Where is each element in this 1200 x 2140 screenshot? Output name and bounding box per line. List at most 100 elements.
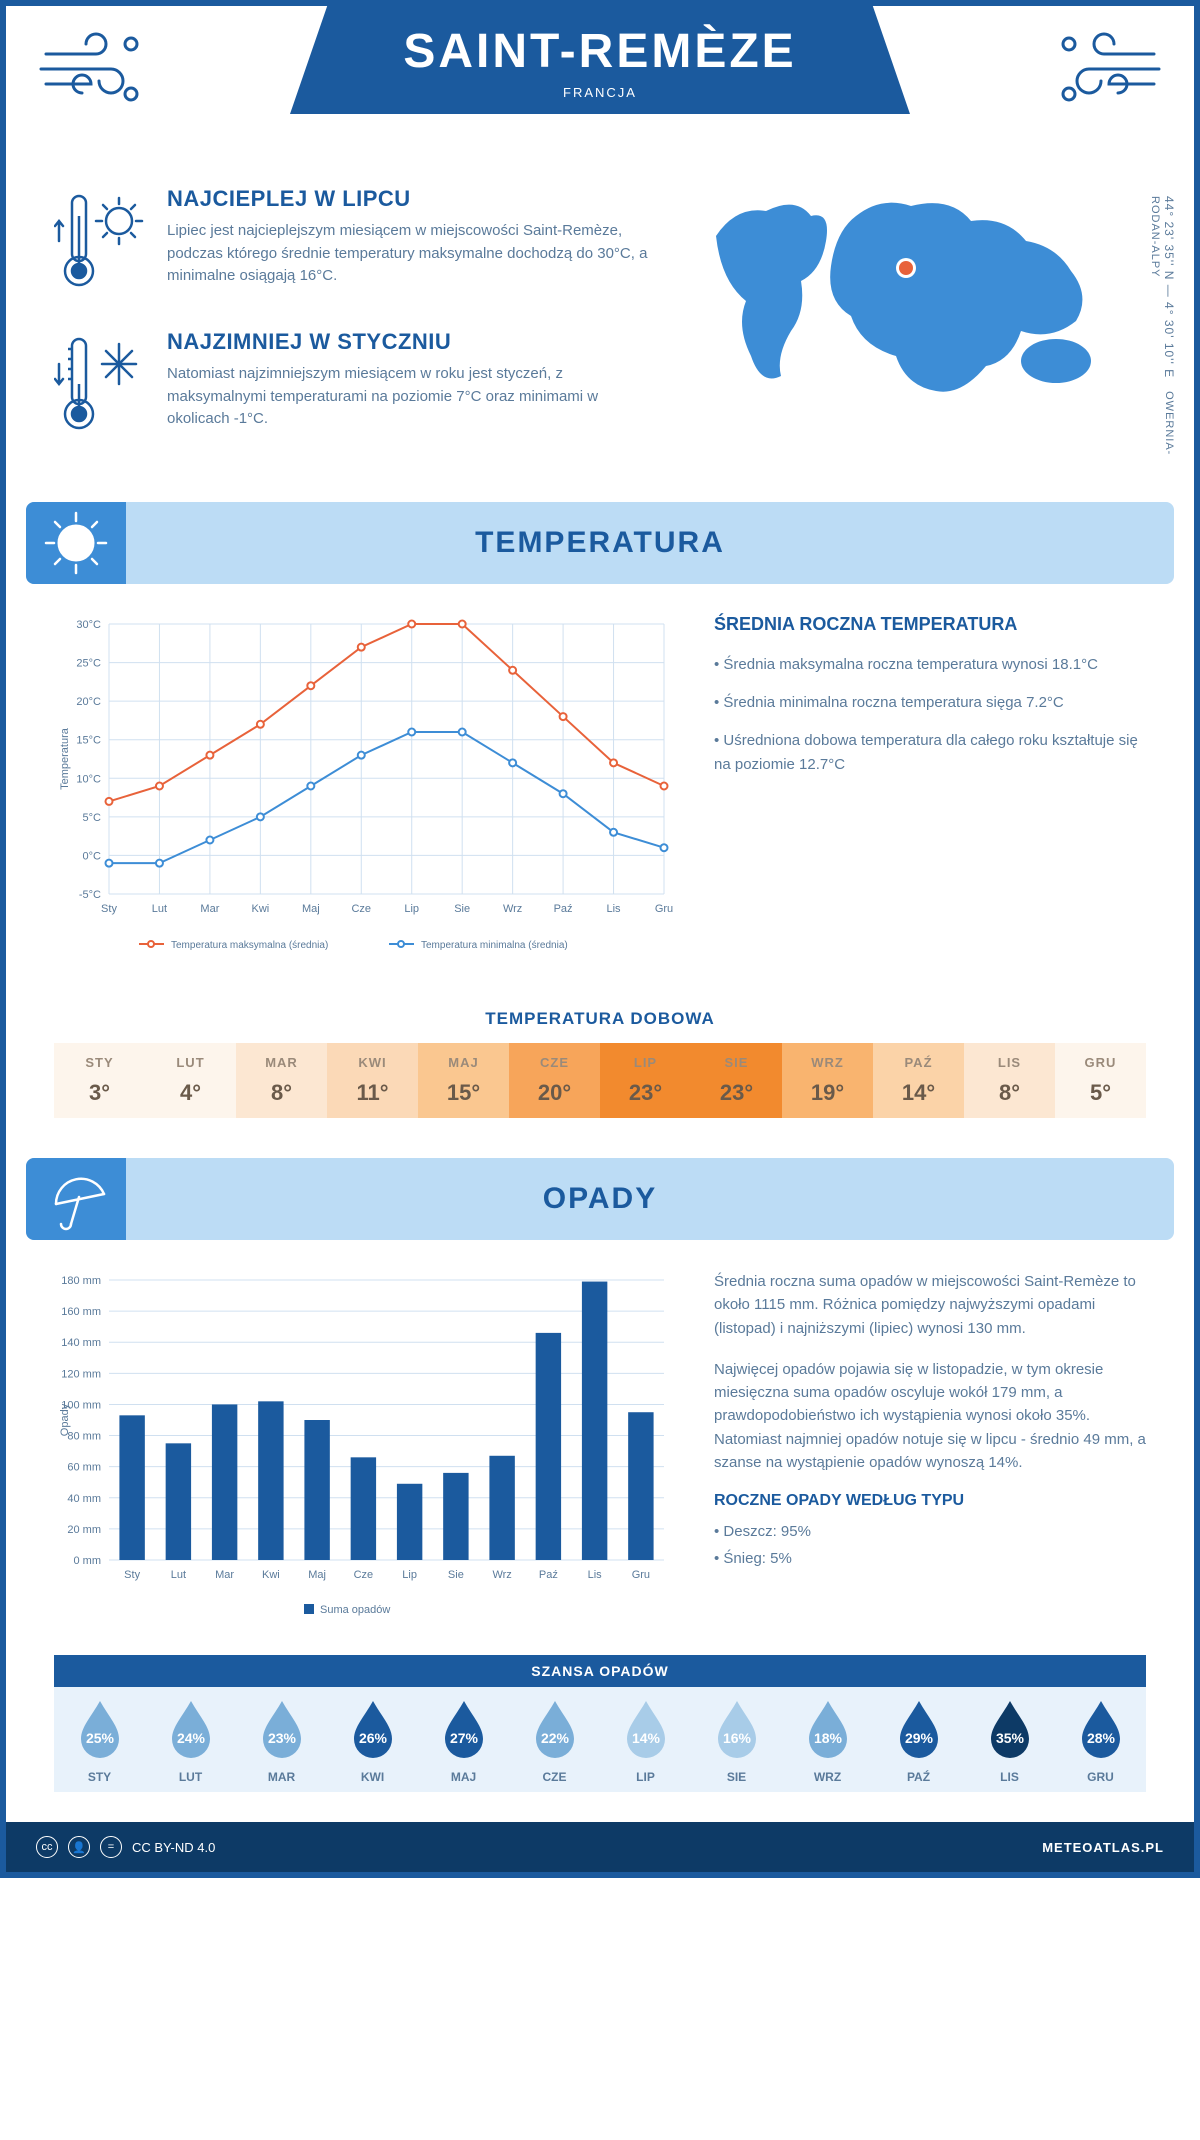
daily-temp-cell: LIP23° bbox=[600, 1043, 691, 1118]
rain-type-2: • Śnieg: 5% bbox=[714, 1547, 1146, 1570]
svg-text:20 mm: 20 mm bbox=[67, 1524, 101, 1536]
svg-text:Sie: Sie bbox=[454, 903, 470, 915]
svg-text:140 mm: 140 mm bbox=[61, 1337, 101, 1349]
coldest-text: Natomiast najzimniejszym miesiącem w rok… bbox=[167, 363, 656, 431]
svg-text:Temperatura maksymalna (średni: Temperatura maksymalna (średnia) bbox=[171, 940, 328, 951]
chance-drop: 35%LIS bbox=[964, 1697, 1055, 1784]
intro-text-column: NAJCIEPLEJ W LIPCU Lipiec jest najcieple… bbox=[54, 186, 656, 472]
header: SAINT-REMÈZE FRANCJA bbox=[6, 6, 1194, 166]
svg-text:Temperatura: Temperatura bbox=[59, 727, 71, 790]
svg-text:Lip: Lip bbox=[402, 1569, 417, 1581]
svg-text:35%: 35% bbox=[995, 1730, 1024, 1746]
svg-text:Suma opadów: Suma opadów bbox=[320, 1604, 390, 1616]
daily-temp-cell: KWI11° bbox=[327, 1043, 418, 1118]
temp-note-3: • Uśredniona dobowa temperatura dla całe… bbox=[714, 729, 1146, 777]
coldest-block: NAJZIMNIEJ W STYCZNIU Natomiast najzimni… bbox=[54, 329, 656, 444]
svg-text:Mar: Mar bbox=[200, 903, 219, 915]
map-column: 44° 23' 35'' N — 4° 30' 10'' E OWERNIA-R… bbox=[696, 186, 1146, 472]
wind-icon bbox=[1044, 24, 1164, 119]
svg-text:40 mm: 40 mm bbox=[67, 1493, 101, 1505]
license-text: CC BY-ND 4.0 bbox=[132, 1840, 215, 1855]
chance-drop: 16%SIE bbox=[691, 1697, 782, 1784]
coldest-title: NAJZIMNIEJ W STYCZNIU bbox=[167, 329, 656, 355]
title-banner: SAINT-REMÈZE FRANCJA bbox=[290, 6, 910, 114]
temperature-body: -5°C0°C5°C10°C15°C20°C25°C30°CStyLutMarK… bbox=[6, 584, 1194, 999]
by-icon: 👤 bbox=[68, 1836, 90, 1858]
svg-text:120 mm: 120 mm bbox=[61, 1368, 101, 1380]
wind-icon bbox=[36, 24, 156, 119]
daily-temp-title: TEMPERATURA DOBOWA bbox=[6, 1009, 1194, 1029]
svg-text:180 mm: 180 mm bbox=[61, 1275, 101, 1287]
svg-text:27%: 27% bbox=[449, 1730, 478, 1746]
thermometer-snow-icon bbox=[54, 329, 149, 444]
chance-row: 25%STY24%LUT23%MAR26%KWI27%MAJ22%CZE14%L… bbox=[54, 1687, 1146, 1792]
temp-note-1: • Średnia maksymalna roczna temperatura … bbox=[714, 653, 1146, 677]
footer: cc 👤 = CC BY-ND 4.0 METEOATLAS.PL bbox=[6, 1822, 1194, 1872]
cc-icon: cc bbox=[36, 1836, 58, 1858]
daily-temp-cell: GRU5° bbox=[1055, 1043, 1146, 1118]
svg-text:20°C: 20°C bbox=[76, 696, 101, 708]
svg-text:Temperatura minimalna (średnia: Temperatura minimalna (średnia) bbox=[421, 940, 568, 951]
chance-drop: 23%MAR bbox=[236, 1697, 327, 1784]
svg-text:Maj: Maj bbox=[302, 903, 320, 915]
svg-text:Kwi: Kwi bbox=[251, 903, 269, 915]
precipitation-bar-chart: 0 mm20 mm40 mm60 mm80 mm100 mm120 mm140 … bbox=[54, 1270, 674, 1635]
chance-drop: 28%GRU bbox=[1055, 1697, 1146, 1784]
precipitation-section-header: OPADY bbox=[26, 1158, 1174, 1240]
warmest-block: NAJCIEPLEJ W LIPCU Lipiec jest najcieple… bbox=[54, 186, 656, 301]
chance-drop: 29%PAŹ bbox=[873, 1697, 964, 1784]
daily-temp-cell: STY3° bbox=[54, 1043, 145, 1118]
chance-drop: 27%MAJ bbox=[418, 1697, 509, 1784]
page: SAINT-REMÈZE FRANCJA NAJCIEPLEJ W LIPCU … bbox=[0, 0, 1200, 1878]
svg-text:29%: 29% bbox=[904, 1730, 933, 1746]
svg-text:Cze: Cze bbox=[351, 903, 371, 915]
temperature-section-header: TEMPERATURA bbox=[26, 502, 1174, 584]
daily-temp-cell: LIS8° bbox=[964, 1043, 1055, 1118]
svg-text:Gru: Gru bbox=[655, 903, 673, 915]
chance-drop: 26%KWI bbox=[327, 1697, 418, 1784]
svg-text:15°C: 15°C bbox=[76, 735, 101, 747]
svg-text:26%: 26% bbox=[358, 1730, 387, 1746]
svg-text:Opady: Opady bbox=[59, 1403, 71, 1436]
daily-temp-cell: PAŹ14° bbox=[873, 1043, 964, 1118]
country-label: FRANCJA bbox=[290, 85, 910, 100]
svg-text:0 mm: 0 mm bbox=[74, 1555, 102, 1567]
svg-text:25%: 25% bbox=[85, 1730, 114, 1746]
daily-temp-cell: MAR8° bbox=[236, 1043, 327, 1118]
svg-text:Lip: Lip bbox=[404, 903, 419, 915]
rain-type-title: ROCZNE OPADY WEDŁUG TYPU bbox=[714, 1492, 1146, 1510]
svg-text:25°C: 25°C bbox=[76, 658, 101, 670]
svg-text:Sie: Sie bbox=[448, 1569, 464, 1581]
svg-text:0°C: 0°C bbox=[83, 850, 102, 862]
svg-text:Sty: Sty bbox=[101, 903, 117, 915]
svg-text:14%: 14% bbox=[631, 1730, 660, 1746]
svg-text:Lis: Lis bbox=[607, 903, 622, 915]
svg-text:24%: 24% bbox=[176, 1730, 205, 1746]
daily-temp-cell: SIE23° bbox=[691, 1043, 782, 1118]
rain-type-1: • Deszcz: 95% bbox=[714, 1520, 1146, 1543]
thermometer-sun-icon bbox=[54, 186, 149, 301]
city-title: SAINT-REMÈZE bbox=[290, 24, 910, 79]
svg-text:Lis: Lis bbox=[588, 1569, 603, 1581]
svg-text:22%: 22% bbox=[540, 1730, 569, 1746]
daily-temp-cell: CZE20° bbox=[509, 1043, 600, 1118]
svg-text:Sty: Sty bbox=[124, 1569, 140, 1581]
license-block: cc 👤 = CC BY-ND 4.0 bbox=[36, 1836, 215, 1858]
rain-p2: Najwięcej opadów pojawia się w listopadz… bbox=[714, 1358, 1146, 1474]
temperature-notes: ŚREDNIA ROCZNA TEMPERATURA • Średnia mak… bbox=[714, 614, 1146, 969]
rain-p1: Średnia roczna suma opadów w miejscowośc… bbox=[714, 1270, 1146, 1340]
svg-text:Wrz: Wrz bbox=[503, 903, 522, 915]
chance-drop: 22%CZE bbox=[509, 1697, 600, 1784]
daily-temp-cell: WRZ19° bbox=[782, 1043, 873, 1118]
svg-text:160 mm: 160 mm bbox=[61, 1306, 101, 1318]
svg-text:Lut: Lut bbox=[171, 1569, 186, 1581]
nd-icon: = bbox=[100, 1836, 122, 1858]
svg-text:80 mm: 80 mm bbox=[67, 1431, 101, 1443]
svg-text:Wrz: Wrz bbox=[492, 1569, 511, 1581]
chance-header: SZANSA OPADÓW bbox=[54, 1655, 1146, 1687]
svg-text:Gru: Gru bbox=[632, 1569, 650, 1581]
temp-note-2: • Średnia minimalna roczna temperatura s… bbox=[714, 691, 1146, 715]
svg-text:Cze: Cze bbox=[354, 1569, 374, 1581]
chance-drop: 25%STY bbox=[54, 1697, 145, 1784]
temp-notes-title: ŚREDNIA ROCZNA TEMPERATURA bbox=[714, 614, 1146, 635]
